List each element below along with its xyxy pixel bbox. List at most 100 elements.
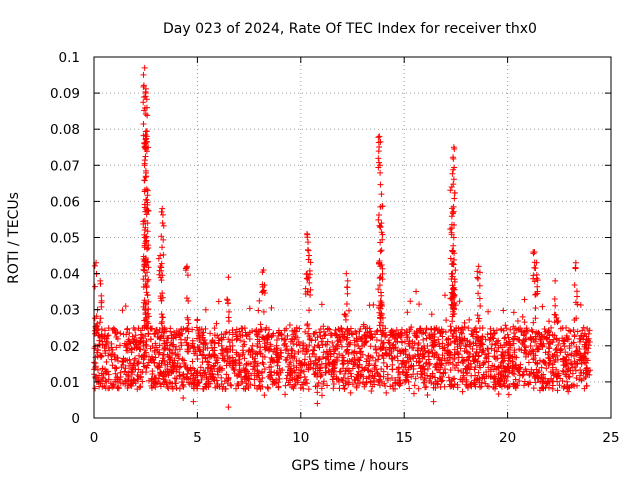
- data-point: [413, 328, 420, 335]
- data-point: [391, 354, 398, 361]
- data-point: [344, 325, 351, 332]
- data-point: [229, 342, 236, 349]
- data-point: [294, 377, 301, 384]
- data-point: [574, 301, 581, 308]
- data-point: [407, 298, 414, 305]
- data-point: [582, 374, 589, 381]
- data-point: [505, 364, 512, 371]
- data-point: [311, 371, 318, 378]
- data-point: [167, 328, 174, 335]
- data-point: [220, 355, 227, 362]
- data-point: [311, 330, 318, 337]
- data-point: [195, 330, 202, 337]
- data-point: [236, 360, 243, 367]
- data-point: [344, 343, 351, 350]
- y-tick-label: 0.08: [50, 122, 80, 138]
- data-point: [473, 348, 480, 355]
- data-point: [251, 382, 258, 389]
- data-point: [370, 301, 377, 308]
- data-point: [246, 335, 253, 342]
- data-point: [167, 379, 174, 386]
- data-point: [354, 362, 361, 369]
- data-point: [241, 341, 248, 348]
- data-point: [163, 371, 170, 378]
- data-point: [286, 321, 293, 328]
- data-point: [557, 349, 564, 356]
- data-point: [208, 353, 215, 360]
- data-point: [312, 329, 319, 336]
- data-point: [145, 313, 152, 320]
- data-point: [282, 382, 289, 389]
- data-point: [549, 385, 556, 392]
- data-point: [142, 273, 149, 280]
- data-point: [316, 356, 323, 363]
- data-point: [440, 369, 447, 376]
- data-point: [532, 265, 539, 272]
- data-point: [174, 353, 181, 360]
- data-point: [143, 314, 150, 321]
- data-point: [585, 345, 592, 352]
- data-point: [266, 369, 273, 376]
- data-point: [325, 360, 332, 367]
- data-point: [510, 330, 517, 337]
- data-point: [576, 345, 583, 352]
- x-tick-label: 25: [602, 430, 619, 446]
- data-point: [447, 255, 454, 262]
- data-point: [449, 361, 456, 368]
- data-point: [273, 369, 280, 376]
- data-point: [521, 296, 528, 303]
- data-point: [538, 364, 545, 371]
- data-point: [157, 383, 164, 390]
- data-point: [241, 355, 248, 362]
- data-point: [377, 289, 384, 296]
- data-point: [125, 377, 132, 384]
- tick-layer: [93, 56, 612, 419]
- data-point: [439, 340, 446, 347]
- data-point: [357, 354, 364, 361]
- data-point: [141, 352, 148, 359]
- data-point: [169, 383, 176, 390]
- data-point: [233, 326, 240, 333]
- data-point: [261, 392, 268, 399]
- data-point: [110, 325, 117, 332]
- y-tick-label: 0.06: [50, 194, 80, 210]
- data-point: [170, 368, 177, 375]
- data-point: [257, 321, 264, 328]
- data-point: [283, 325, 290, 332]
- data-point: [208, 376, 215, 383]
- data-point: [107, 380, 114, 387]
- data-point: [348, 330, 355, 337]
- data-point: [234, 373, 241, 380]
- data-point: [257, 351, 264, 358]
- data-point: [147, 336, 154, 343]
- data-point: [379, 236, 386, 243]
- data-point: [144, 201, 151, 208]
- data-point: [275, 379, 282, 386]
- data-point: [577, 367, 584, 374]
- data-point: [101, 383, 108, 390]
- data-point: [583, 339, 590, 346]
- data-point: [145, 264, 152, 271]
- data-point: [289, 376, 296, 383]
- data-point: [312, 383, 319, 390]
- data-point: [492, 385, 498, 392]
- data-point: [202, 306, 209, 313]
- data-point: [140, 120, 147, 127]
- data-point: [424, 392, 431, 399]
- data-point: [512, 325, 519, 332]
- data-point: [557, 325, 564, 332]
- data-point: [264, 384, 271, 391]
- data-point: [156, 342, 163, 349]
- data-point: [367, 379, 374, 386]
- data-point: [565, 327, 572, 334]
- data-point: [160, 222, 167, 229]
- data-point: [390, 345, 397, 352]
- data-point: [324, 338, 331, 345]
- data-point: [237, 337, 244, 344]
- data-point: [486, 337, 493, 344]
- data-point: [549, 331, 556, 338]
- data-point: [194, 377, 201, 384]
- data-point: [347, 339, 354, 346]
- data-point: [445, 374, 452, 381]
- data-point: [144, 292, 151, 299]
